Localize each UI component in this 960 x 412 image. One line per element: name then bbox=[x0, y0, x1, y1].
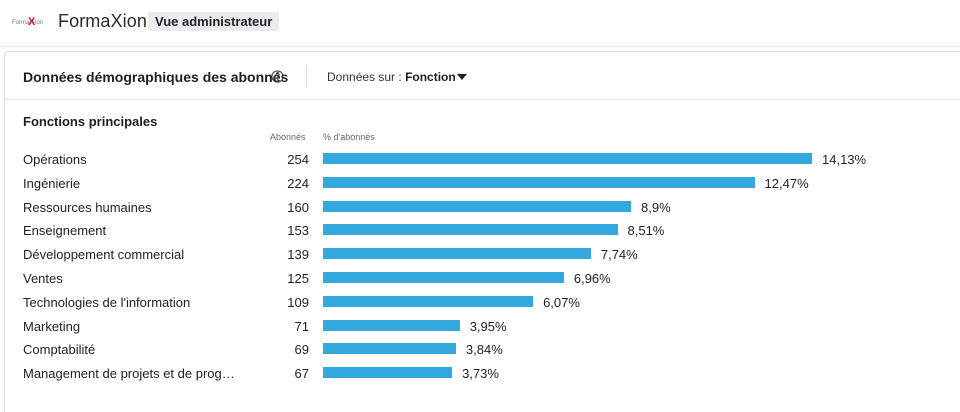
bar-category-label: Management de projets et de prog… bbox=[23, 366, 235, 382]
brand-name[interactable]: FormaXion bbox=[58, 11, 147, 31]
bar-row: Ventes 125 6,96% bbox=[5, 270, 960, 290]
help-icon[interactable] bbox=[271, 70, 284, 83]
caret-down-icon[interactable] bbox=[457, 74, 467, 80]
bar[interactable] bbox=[323, 224, 618, 236]
bar-value-label: 6,96% bbox=[573, 271, 611, 286]
bar-row: Ressources humaines 160 8,9% bbox=[5, 199, 960, 219]
bar-row: Ingénierie 224 12,47% bbox=[5, 175, 960, 195]
bar-subscriber-count: 109 bbox=[287, 294, 309, 310]
data-on-value[interactable]: Fonction bbox=[405, 70, 456, 84]
bar-row: Développement commercial 139 7,74% bbox=[5, 246, 960, 266]
card-header: Données démographiques des abonnés Donné… bbox=[5, 52, 960, 100]
bar[interactable] bbox=[323, 343, 456, 355]
demographics-card: Données démographiques des abonnés Donné… bbox=[4, 51, 960, 412]
bar[interactable] bbox=[323, 367, 453, 379]
bar[interactable] bbox=[323, 176, 755, 188]
bar-value-label: 3,84% bbox=[465, 342, 503, 358]
bar-subscriber-count: 160 bbox=[287, 199, 309, 215]
formaxion-logo[interactable]: Forma X ion bbox=[12, 14, 45, 28]
bar[interactable] bbox=[323, 248, 591, 260]
bar-category-label: Ingénierie bbox=[23, 175, 81, 191]
data-on-dropdown[interactable]: Données sur : Fonction bbox=[327, 70, 456, 84]
bar-subscriber-count: 254 bbox=[287, 152, 309, 167]
bar-value-label: 8,51% bbox=[627, 223, 665, 239]
bar-row: Enseignement 153 8,51% bbox=[5, 222, 960, 242]
bar-subscriber-count: 69 bbox=[294, 342, 309, 358]
admin-view-badge: Vue administrateur bbox=[148, 12, 280, 31]
bar-value-label: 7,74% bbox=[600, 247, 638, 263]
bar-category-label: Marketing bbox=[23, 318, 81, 334]
bar-value-label: 6,07% bbox=[543, 294, 580, 310]
svg-text:ion: ion bbox=[35, 20, 43, 26]
bar-row: Opérations 254 14,13% bbox=[5, 151, 960, 171]
header-divider bbox=[306, 66, 307, 88]
bar[interactable] bbox=[323, 272, 564, 283]
section-title: Fonctions principales bbox=[23, 114, 158, 129]
bar-row: Marketing 71 3,95% bbox=[5, 318, 960, 338]
bar-subscriber-count: 71 bbox=[294, 318, 309, 334]
column-header-count: Abonnés bbox=[270, 132, 306, 142]
card-title: Données démographiques des abonnés bbox=[23, 69, 289, 85]
bar-value-label: 14,13% bbox=[822, 152, 867, 167]
bar[interactable] bbox=[323, 295, 534, 307]
bar-category-label: Ventes bbox=[23, 271, 63, 286]
svg-text:Forma: Forma bbox=[12, 20, 30, 26]
bar-subscriber-count: 125 bbox=[287, 271, 309, 286]
bar-value-label: 8,9% bbox=[641, 199, 671, 215]
bar[interactable] bbox=[323, 200, 631, 212]
bar-subscriber-count: 67 bbox=[294, 366, 309, 382]
bar-category-label: Technologies de l'information bbox=[23, 294, 191, 310]
bar-value-label: 3,73% bbox=[462, 366, 499, 382]
bar-category-label: Ressources humaines bbox=[23, 199, 152, 215]
bar-category-label: Comptabilité bbox=[23, 342, 96, 358]
bar-subscriber-count: 139 bbox=[287, 247, 309, 263]
bar-row: Comptabilité 69 3,84% bbox=[5, 341, 960, 361]
bar-category-label: Enseignement bbox=[23, 223, 107, 239]
bar-value-label: 3,95% bbox=[469, 318, 507, 334]
svg-text:X: X bbox=[28, 16, 36, 28]
column-header-percent: % d'abonnés bbox=[323, 132, 375, 142]
bar[interactable] bbox=[323, 319, 460, 331]
data-on-label: Données sur : bbox=[327, 70, 402, 84]
bar-row: Management de projets et de prog… 67 3,73% bbox=[5, 365, 960, 385]
top-bar: Forma X ion FormaXion Vue administrateur bbox=[0, 0, 960, 47]
bar[interactable] bbox=[323, 153, 812, 164]
bar-category-label: Opérations bbox=[23, 152, 87, 167]
bar-subscriber-count: 224 bbox=[287, 175, 309, 191]
bar-value-label: 12,47% bbox=[764, 175, 809, 191]
bar-category-label: Développement commercial bbox=[23, 247, 185, 263]
bar-row: Technologies de l'information 109 6,07% bbox=[5, 294, 960, 314]
bar-subscriber-count: 153 bbox=[287, 223, 309, 239]
